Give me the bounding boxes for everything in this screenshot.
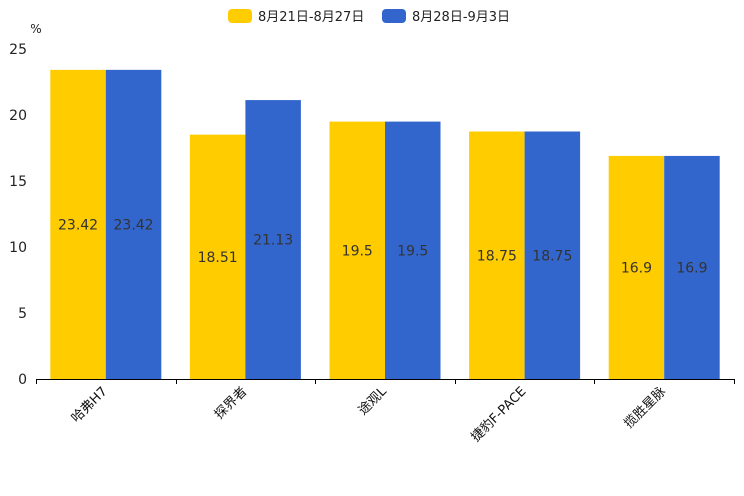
- data-label: 18.51: [198, 250, 238, 266]
- y-tick-label: 20: [9, 108, 27, 124]
- y-unit-label: %: [30, 22, 41, 36]
- y-tick-label: 5: [18, 306, 27, 322]
- data-label: 19.5: [397, 243, 428, 259]
- data-label: 19.5: [342, 243, 373, 259]
- data-label: 21.13: [253, 233, 293, 249]
- bar-series-2: [385, 121, 441, 379]
- data-label: 16.9: [621, 260, 652, 276]
- bar-series-1: [189, 134, 246, 379]
- x-tick-label: 途观L: [355, 383, 390, 418]
- y-tick-label: 10: [9, 240, 27, 256]
- data-label: 18.75: [477, 248, 517, 264]
- bar-series-1: [50, 69, 106, 379]
- legend-label: 8月28日-9月3日: [412, 10, 510, 25]
- legend-swatch: [228, 9, 252, 23]
- x-tick-label: 捷豹F-PACE: [469, 384, 530, 445]
- bar-series-2: [664, 155, 720, 379]
- bar-series-1: [608, 155, 665, 379]
- legend-swatch: [382, 9, 406, 23]
- bar-series-2: [245, 100, 301, 380]
- y-tick-label: 25: [9, 42, 27, 58]
- data-label: 16.9: [676, 260, 707, 276]
- bar-series-2: [524, 131, 581, 379]
- legend-label: 8月21日-8月27日: [258, 10, 364, 25]
- x-tick-label: 揽胜星脉: [621, 384, 669, 432]
- y-tick-label: 0: [18, 372, 27, 388]
- bar-series-1: [329, 121, 385, 379]
- data-label: 23.42: [58, 217, 98, 233]
- x-tick-label: 探界者: [212, 384, 250, 422]
- bar-series-2: [105, 69, 162, 379]
- x-tick-label: 哈弗H7: [69, 384, 111, 426]
- y-tick-label: 15: [9, 174, 27, 190]
- data-label: 18.75: [532, 248, 572, 264]
- data-label: 23.42: [114, 217, 154, 233]
- bar-series-1: [469, 131, 525, 379]
